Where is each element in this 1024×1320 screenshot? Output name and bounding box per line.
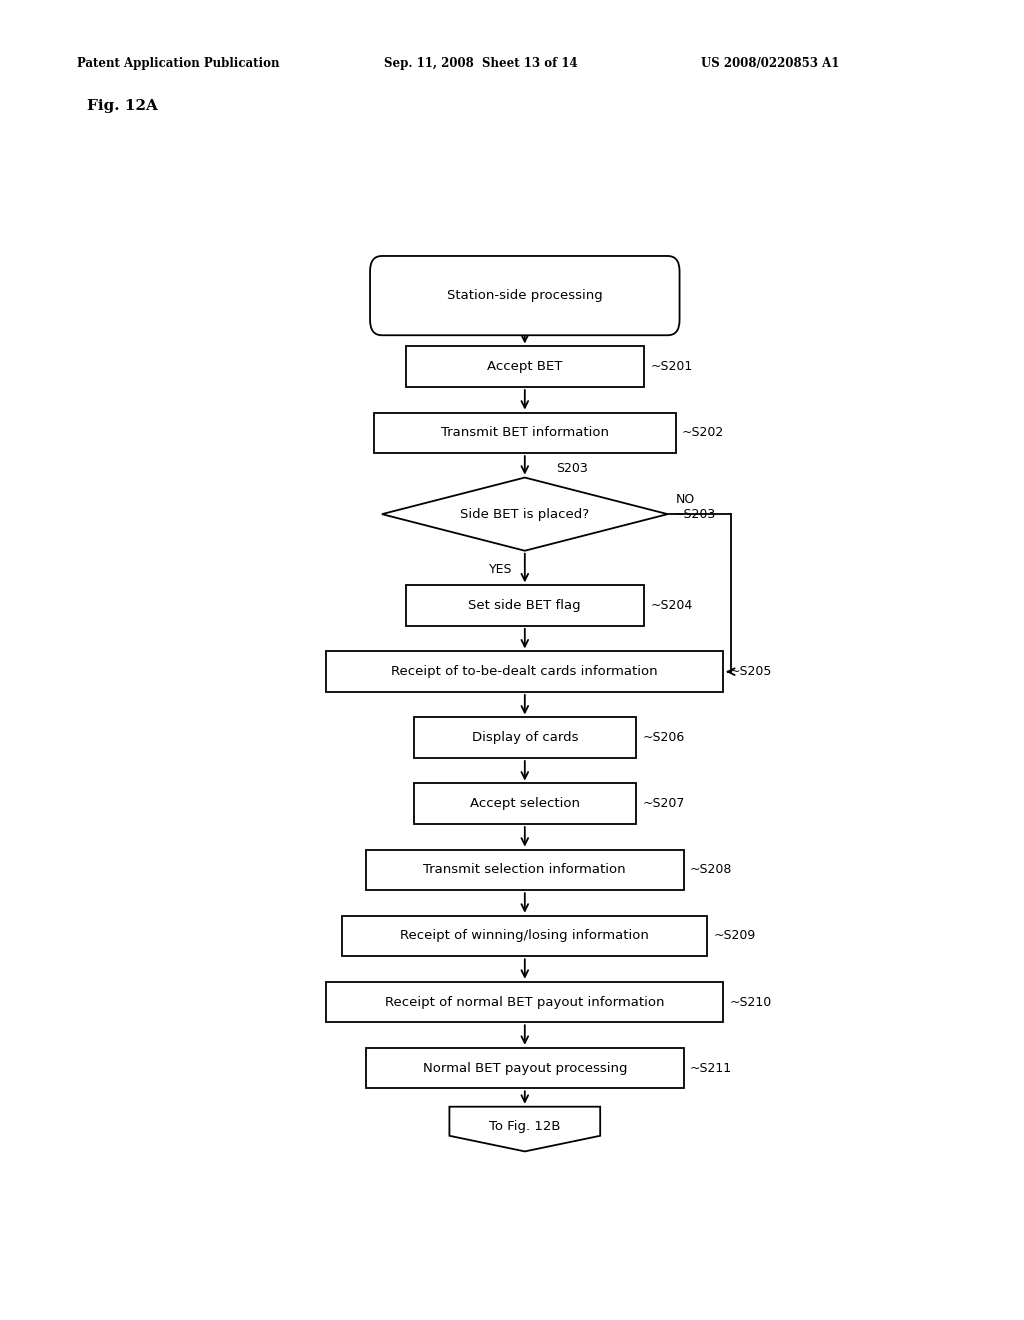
Bar xyxy=(374,413,676,453)
Text: ~S205: ~S205 xyxy=(729,665,772,678)
Text: ~S208: ~S208 xyxy=(690,863,732,876)
Text: Normal BET payout processing: Normal BET payout processing xyxy=(423,1061,627,1074)
Text: ~S206: ~S206 xyxy=(642,731,684,744)
Text: Receipt of winning/losing information: Receipt of winning/losing information xyxy=(400,929,649,942)
Text: Receipt of normal BET payout information: Receipt of normal BET payout information xyxy=(385,995,665,1008)
Text: Transmit BET information: Transmit BET information xyxy=(440,426,609,440)
Text: YES: YES xyxy=(489,562,513,576)
Text: Station-side processing: Station-side processing xyxy=(446,289,603,302)
Bar xyxy=(367,850,684,890)
Polygon shape xyxy=(382,478,668,550)
Text: ~S211: ~S211 xyxy=(690,1061,732,1074)
Text: Set side BET flag: Set side BET flag xyxy=(469,599,581,612)
Text: Display of cards: Display of cards xyxy=(471,731,579,744)
Text: Side BET is placed?: Side BET is placed? xyxy=(460,508,590,520)
Text: Fig. 12A: Fig. 12A xyxy=(87,99,158,114)
Text: Transmit selection information: Transmit selection information xyxy=(424,863,626,876)
Text: Receipt of to-be-dealt cards information: Receipt of to-be-dealt cards information xyxy=(391,665,658,678)
Text: ~S209: ~S209 xyxy=(714,929,756,942)
Text: US 2008/0220853 A1: US 2008/0220853 A1 xyxy=(701,57,840,70)
Bar xyxy=(327,982,723,1022)
Text: ~S201: ~S201 xyxy=(650,360,692,374)
Text: ~S204: ~S204 xyxy=(650,599,692,612)
Bar xyxy=(327,651,723,692)
Polygon shape xyxy=(450,1106,600,1151)
Bar xyxy=(414,718,636,758)
Text: ~S202: ~S202 xyxy=(682,426,724,440)
Bar xyxy=(414,784,636,824)
Text: S203: S203 xyxy=(557,462,589,474)
Text: ~S207: ~S207 xyxy=(642,797,685,810)
Bar xyxy=(406,585,644,626)
Text: NO: NO xyxy=(676,492,695,506)
Text: Accept selection: Accept selection xyxy=(470,797,580,810)
Bar xyxy=(367,1048,684,1089)
Text: To Fig. 12B: To Fig. 12B xyxy=(489,1121,560,1134)
Bar xyxy=(342,916,708,956)
Text: Patent Application Publication: Patent Application Publication xyxy=(77,57,280,70)
Bar xyxy=(406,346,644,387)
FancyBboxPatch shape xyxy=(370,256,680,335)
Text: Sep. 11, 2008  Sheet 13 of 14: Sep. 11, 2008 Sheet 13 of 14 xyxy=(384,57,578,70)
Text: Accept BET: Accept BET xyxy=(487,360,562,374)
Text: ~S210: ~S210 xyxy=(729,995,772,1008)
Text: ~S203: ~S203 xyxy=(674,508,716,520)
